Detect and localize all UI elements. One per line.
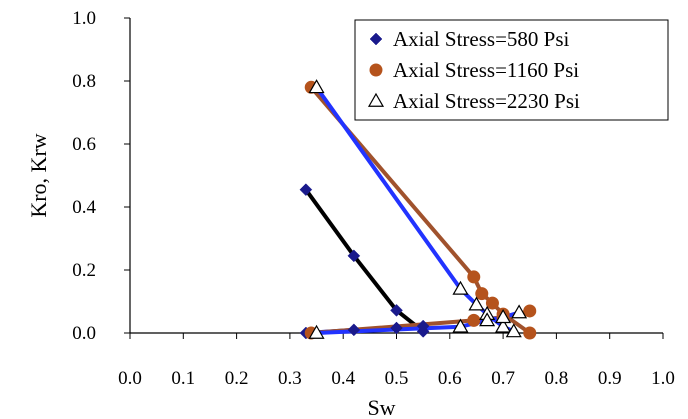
y-tick-label: 0.2 — [72, 260, 96, 281]
x-axis-label: Sw — [367, 395, 395, 419]
y-axis-label: Kro, Krw — [26, 133, 51, 217]
kro-point-series-3 — [495, 318, 512, 333]
kro-point-series-3 — [452, 280, 469, 295]
x-tick-label: 0.9 — [598, 368, 622, 389]
legend: Axial Stress=580 Psi Axial Stress=1160 Ps… — [354, 19, 669, 121]
krw-point-series-3 — [308, 324, 325, 339]
legend-marker-2 — [369, 63, 383, 77]
kro-line-series-1 — [303, 187, 426, 334]
kro-point-series-1 — [299, 183, 313, 197]
x-tick-label: 1.0 — [651, 368, 675, 389]
legend-box — [354, 19, 669, 121]
y-tick-label: 0.8 — [72, 71, 96, 92]
legend-entry-1: Axial Stress=580 Psi — [393, 27, 570, 51]
krw-point-series-3 — [452, 318, 469, 333]
krw-point-series-2 — [467, 313, 481, 327]
kro-point-series-2 — [467, 270, 481, 284]
x-tick-label: 0.7 — [491, 368, 515, 389]
krw-point-series-3 — [511, 304, 528, 319]
x-tick-label: 0.1 — [171, 368, 195, 389]
krw-point-series-1 — [347, 323, 361, 337]
x-tick-label: 0.0 — [118, 368, 142, 389]
legend-entry-2: Axial Stress=1160 Psi — [393, 58, 579, 82]
krw-point-series-3 — [495, 309, 512, 324]
krw-point-series-2 — [523, 304, 537, 318]
krw-point-series-1 — [390, 321, 403, 335]
legend-marker-3 — [367, 92, 385, 107]
y-tick-label: 0.4 — [72, 197, 96, 218]
axes: 0.0 0.1 0.2 0.3 0.4 0.5 0.6 0.7 0.8 0.9 1.0 0.0 0.2 0… — [72, 8, 675, 389]
y-tick-label: 1.0 — [72, 8, 96, 29]
krw-point-series-3 — [479, 312, 496, 327]
kro-point-series-2 — [475, 287, 489, 301]
x-tick-label: 0.8 — [545, 368, 569, 389]
kro-point-series-1 — [347, 249, 361, 263]
kro-point-series-1 — [390, 303, 403, 317]
x-tick-label: 0.4 — [331, 368, 355, 389]
kro-point-series-2 — [485, 296, 499, 310]
x-tick-label: 0.3 — [278, 368, 302, 389]
kro-point-series-3 — [505, 323, 522, 338]
x-tick-label: 0.6 — [438, 368, 462, 389]
kro-point-series-3 — [308, 79, 325, 94]
series-layer — [299, 79, 537, 340]
y-tick-label: 0.6 — [72, 134, 96, 155]
x-tick-label: 0.5 — [385, 368, 409, 389]
y-tick-label: 0.0 — [72, 323, 96, 344]
legend-entry-3: Axial Stress=2230 Psi — [393, 89, 580, 113]
legend-marker-1 — [369, 32, 383, 46]
kro-point-series-3 — [468, 296, 485, 311]
krw-point-series-1 — [416, 319, 430, 333]
x-tick-label: 0.2 — [225, 368, 249, 389]
kro-point-series-2 — [523, 326, 537, 340]
